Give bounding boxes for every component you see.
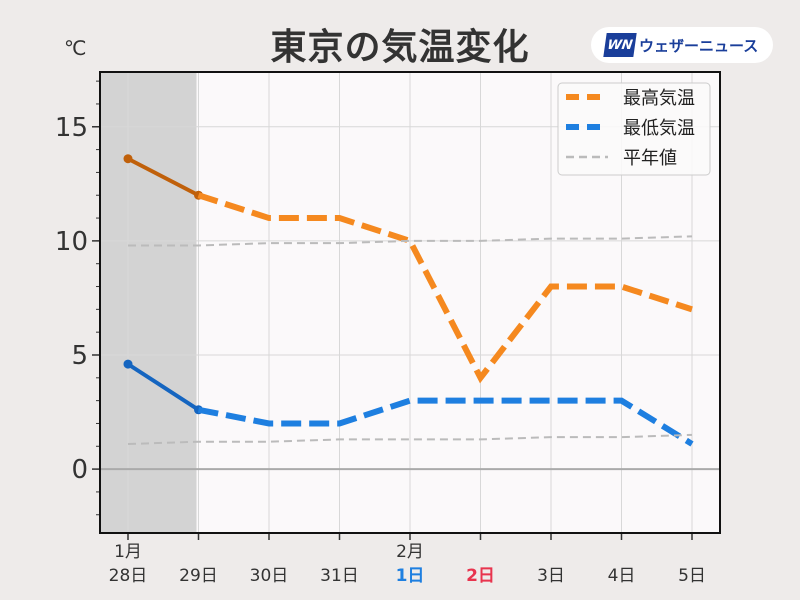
plot-frame — [99, 71, 721, 534]
logo-text: ウェザーニュース — [639, 36, 759, 55]
legend-box — [557, 82, 711, 176]
legend-label: 平年値 — [623, 148, 677, 169]
series-observed-point — [123, 359, 133, 369]
series-forecast-line — [197, 192, 693, 384]
x-tick-label: 29日 — [179, 566, 218, 586]
x-tick-label-month: 2月 — [396, 542, 424, 562]
y-tick-label: 0 — [71, 455, 88, 485]
x-tick-label: 2日 — [466, 566, 495, 586]
chart-title: 東京の気温変化 — [270, 27, 530, 68]
series-observed-point — [123, 154, 133, 164]
observed-shading — [100, 72, 197, 533]
x-tick-label: 4日 — [608, 566, 636, 586]
legend-label: 最低気温 — [623, 118, 695, 139]
y-tick-label: 10 — [55, 227, 88, 257]
y-tick-label: 5 — [71, 341, 88, 371]
y-tick-label: 15 — [55, 113, 88, 143]
normal-line — [127, 433, 693, 445]
legend-label: 最高気温 — [623, 88, 695, 109]
series-observed-line — [127, 156, 200, 198]
x-tick-label: 3日 — [537, 566, 565, 586]
x-tick-label: 5日 — [678, 566, 706, 586]
x-tick-label: 30日 — [250, 566, 289, 586]
x-tick-label: 28日 — [109, 566, 148, 586]
x-tick-label: 31日 — [320, 566, 359, 586]
x-tick-label: 1日 — [396, 566, 425, 586]
series-observed-line — [126, 362, 200, 412]
y-axis-unit: ℃ — [64, 36, 87, 60]
x-tick-label-month: 1月 — [114, 542, 142, 562]
weathernews-logo: WN ウェザーニュース — [591, 27, 773, 63]
normal-line — [128, 235, 693, 247]
